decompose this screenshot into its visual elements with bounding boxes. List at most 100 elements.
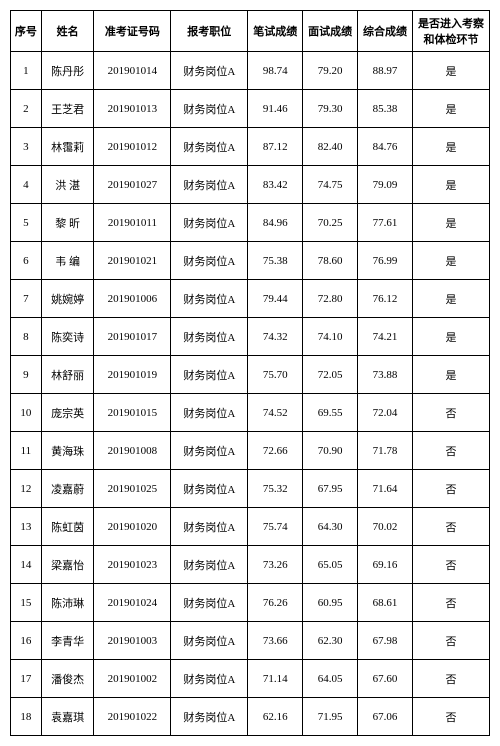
- cell-exam: 201901011: [94, 204, 171, 242]
- cell-pos: 财务岗位A: [171, 698, 248, 736]
- cell-exam: 201901017: [94, 318, 171, 356]
- cell-interview: 82.40: [303, 128, 358, 166]
- cell-pass: 否: [413, 394, 490, 432]
- cell-interview: 62.30: [303, 622, 358, 660]
- cell-seq: 1: [11, 52, 42, 90]
- cell-written: 72.66: [248, 432, 303, 470]
- cell-pos: 财务岗位A: [171, 242, 248, 280]
- table-row: 16李青华201901003财务岗位A73.6662.3067.98否: [11, 622, 490, 660]
- cell-interview: 72.80: [303, 280, 358, 318]
- cell-pass: 是: [413, 166, 490, 204]
- cell-seq: 3: [11, 128, 42, 166]
- cell-pos: 财务岗位A: [171, 204, 248, 242]
- cell-pass: 否: [413, 698, 490, 736]
- cell-exam: 201901025: [94, 470, 171, 508]
- table-row: 2王芝君201901013财务岗位A91.4679.3085.38是: [11, 90, 490, 128]
- cell-seq: 18: [11, 698, 42, 736]
- cell-total: 68.61: [358, 584, 413, 622]
- cell-pass: 否: [413, 622, 490, 660]
- col-header-total: 综合成绩: [358, 11, 413, 52]
- table-row: 3林霭莉201901012财务岗位A87.1282.4084.76是: [11, 128, 490, 166]
- cell-interview: 67.95: [303, 470, 358, 508]
- cell-written: 91.46: [248, 90, 303, 128]
- cell-pass: 是: [413, 90, 490, 128]
- cell-pos: 财务岗位A: [171, 318, 248, 356]
- cell-exam: 201901027: [94, 166, 171, 204]
- cell-name: 洪 湛: [41, 166, 94, 204]
- cell-written: 74.32: [248, 318, 303, 356]
- cell-pass: 否: [413, 470, 490, 508]
- cell-total: 72.04: [358, 394, 413, 432]
- cell-name: 袁嘉琪: [41, 698, 94, 736]
- cell-written: 98.74: [248, 52, 303, 90]
- cell-total: 85.38: [358, 90, 413, 128]
- cell-pass: 是: [413, 204, 490, 242]
- cell-name: 姚婉婷: [41, 280, 94, 318]
- cell-name: 林舒丽: [41, 356, 94, 394]
- cell-name: 李青华: [41, 622, 94, 660]
- cell-pos: 财务岗位A: [171, 52, 248, 90]
- table-row: 7姚婉婷201901006财务岗位A79.4472.8076.12是: [11, 280, 490, 318]
- cell-name: 王芝君: [41, 90, 94, 128]
- cell-total: 76.99: [358, 242, 413, 280]
- cell-interview: 60.95: [303, 584, 358, 622]
- table-row: 11黄海珠201901008财务岗位A72.6670.9071.78否: [11, 432, 490, 470]
- cell-total: 69.16: [358, 546, 413, 584]
- cell-written: 75.38: [248, 242, 303, 280]
- cell-pass: 是: [413, 128, 490, 166]
- cell-interview: 69.55: [303, 394, 358, 432]
- cell-interview: 74.10: [303, 318, 358, 356]
- cell-interview: 71.95: [303, 698, 358, 736]
- cell-pass: 否: [413, 584, 490, 622]
- cell-seq: 10: [11, 394, 42, 432]
- cell-pos: 财务岗位A: [171, 128, 248, 166]
- cell-pos: 财务岗位A: [171, 508, 248, 546]
- cell-exam: 201901013: [94, 90, 171, 128]
- cell-pass: 是: [413, 356, 490, 394]
- table-row: 14梁嘉怡201901023财务岗位A73.2665.0569.16否: [11, 546, 490, 584]
- cell-written: 75.32: [248, 470, 303, 508]
- cell-written: 62.16: [248, 698, 303, 736]
- cell-name: 陈沛琳: [41, 584, 94, 622]
- cell-seq: 17: [11, 660, 42, 698]
- cell-name: 庞宗英: [41, 394, 94, 432]
- cell-written: 84.96: [248, 204, 303, 242]
- cell-name: 梁嘉怡: [41, 546, 94, 584]
- cell-pass: 否: [413, 508, 490, 546]
- cell-interview: 74.75: [303, 166, 358, 204]
- table-row: 1陈丹彤201901014财务岗位A98.7479.2088.97是: [11, 52, 490, 90]
- cell-pos: 财务岗位A: [171, 584, 248, 622]
- cell-seq: 11: [11, 432, 42, 470]
- table-row: 9林舒丽201901019财务岗位A75.7072.0573.88是: [11, 356, 490, 394]
- cell-pass: 否: [413, 432, 490, 470]
- cell-exam: 201901023: [94, 546, 171, 584]
- col-header-written: 笔试成绩: [248, 11, 303, 52]
- cell-total: 67.98: [358, 622, 413, 660]
- cell-name: 陈丹彤: [41, 52, 94, 90]
- cell-pass: 否: [413, 660, 490, 698]
- cell-name: 黄海珠: [41, 432, 94, 470]
- cell-total: 79.09: [358, 166, 413, 204]
- cell-seq: 6: [11, 242, 42, 280]
- cell-seq: 2: [11, 90, 42, 128]
- cell-exam: 201901003: [94, 622, 171, 660]
- cell-exam: 201901020: [94, 508, 171, 546]
- cell-total: 67.06: [358, 698, 413, 736]
- col-header-interview: 面试成绩: [303, 11, 358, 52]
- table-row: 12凌嘉蔚201901025财务岗位A75.3267.9571.64否: [11, 470, 490, 508]
- cell-seq: 12: [11, 470, 42, 508]
- score-table: 序号 姓名 准考证号码 报考职位 笔试成绩 面试成绩 综合成绩 是否进入考察和体…: [10, 10, 490, 736]
- cell-exam: 201901006: [94, 280, 171, 318]
- cell-exam: 201901014: [94, 52, 171, 90]
- table-body: 1陈丹彤201901014财务岗位A98.7479.2088.97是2王芝君20…: [11, 52, 490, 736]
- cell-written: 73.26: [248, 546, 303, 584]
- cell-interview: 78.60: [303, 242, 358, 280]
- cell-interview: 79.30: [303, 90, 358, 128]
- cell-pass: 是: [413, 280, 490, 318]
- cell-interview: 70.25: [303, 204, 358, 242]
- cell-name: 凌嘉蔚: [41, 470, 94, 508]
- cell-exam: 201901015: [94, 394, 171, 432]
- cell-pass: 是: [413, 318, 490, 356]
- table-row: 17潘俊杰201901002财务岗位A71.1464.0567.60否: [11, 660, 490, 698]
- cell-written: 71.14: [248, 660, 303, 698]
